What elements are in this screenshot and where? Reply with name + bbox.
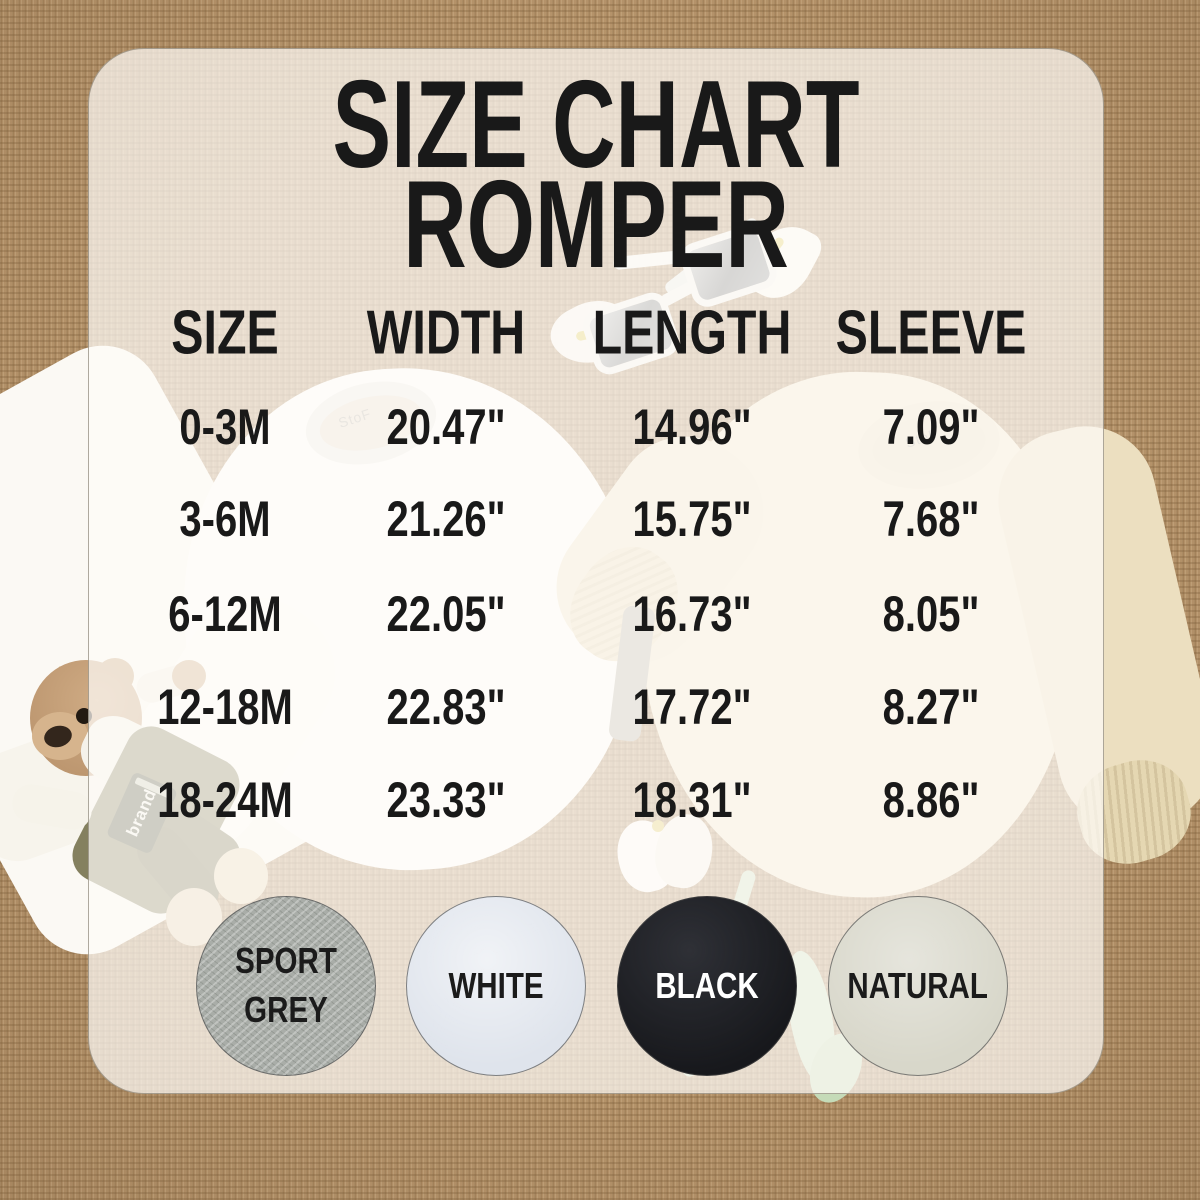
swatch-black: BLACK (617, 896, 797, 1076)
sleeve-cell: 8.27" (882, 679, 980, 735)
size-cell: 18-24M (157, 772, 293, 828)
swatch-white: WHITE (406, 896, 586, 1076)
size-cell: 3-6M (179, 491, 271, 547)
swatch-natural: NATURAL (828, 896, 1008, 1076)
sleeve-cell: 7.68" (882, 491, 980, 547)
chart-content: SIZE CHART ROMPER SIZE WIDTH LENGTH SLEE… (88, 48, 1104, 1094)
length-cell: 17.72" (632, 679, 752, 735)
length-cell: 15.75" (632, 491, 752, 547)
length-cell: 18.31" (632, 772, 752, 828)
sleeve-cell: 8.86" (882, 772, 980, 828)
header-width: WIDTH (366, 298, 526, 368)
length-cell: 14.96" (632, 399, 752, 455)
size-cell: 0-3M (179, 399, 271, 455)
length-cell: 16.73" (632, 586, 752, 642)
width-cell: 20.47" (386, 399, 506, 455)
width-cell: 21.26" (386, 491, 506, 547)
width-cell: 22.05" (386, 586, 506, 642)
page-title-line2: ROMPER (403, 154, 789, 294)
swatch-sport-grey: SPORT GREY (196, 896, 376, 1076)
page-title-line1: SIZE CHART (332, 54, 860, 194)
header-sleeve: SLEEVE (835, 298, 1027, 368)
size-cell: 12-18M (157, 679, 293, 735)
header-length: LENGTH (592, 298, 792, 368)
sleeve-cell: 7.09" (882, 399, 980, 455)
sleeve-cell: 8.05" (882, 586, 980, 642)
swatch-label: WHITE (448, 964, 544, 1006)
header-size: SIZE (171, 298, 279, 368)
width-cell: 23.33" (386, 772, 506, 828)
swatch-label: BLACK (655, 964, 759, 1006)
swatch-label: NATURAL (847, 964, 989, 1006)
size-cell: 6-12M (168, 586, 282, 642)
width-cell: 22.83" (386, 679, 506, 735)
swatch-label: SPORT GREY (235, 940, 337, 1030)
